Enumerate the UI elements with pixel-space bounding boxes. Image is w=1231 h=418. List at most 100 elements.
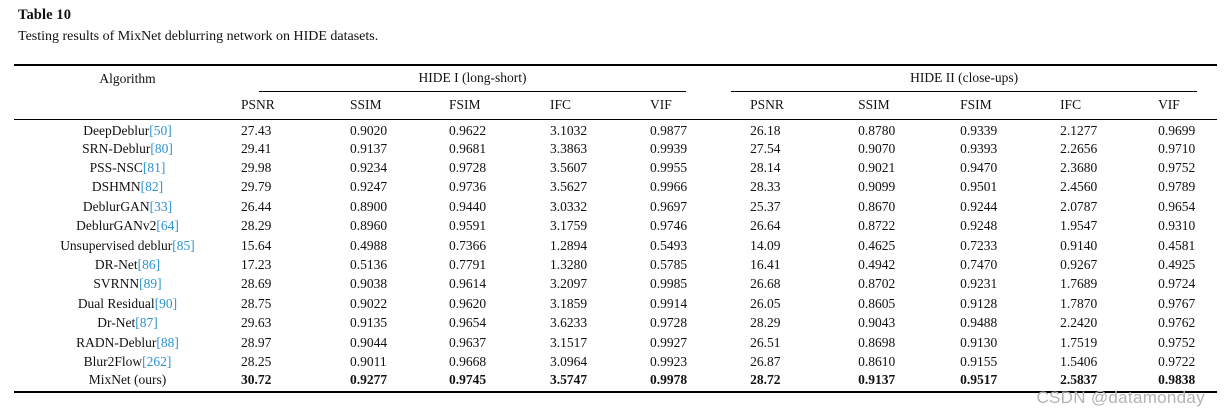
metric-value: 0.4942 xyxy=(858,257,896,273)
metric-value: 0.9746 xyxy=(650,218,688,234)
metric-value: 30.72 xyxy=(241,371,272,387)
table-row: Blur2Flow[262] 28.25 0.9011 0.9668 3.096… xyxy=(14,352,1217,371)
metric-header-row: PSNR SSIM FSIM IFC VIF PSNR SSIM FSIM IF… xyxy=(14,92,1217,120)
metric-value: 0.9011 xyxy=(350,353,387,369)
metric-value: 0.8702 xyxy=(858,276,896,292)
metric-value: 0.9591 xyxy=(449,218,487,234)
metric-value: 0.9128 xyxy=(960,295,998,311)
algorithm-name: SVRNN xyxy=(93,276,140,292)
metric-value: 3.0332 xyxy=(550,198,588,214)
metric-value: 0.5493 xyxy=(650,237,688,253)
citation-link[interactable]: [87] xyxy=(135,315,158,331)
metric-value: 0.9140 xyxy=(1060,237,1098,253)
citation-link[interactable]: [89] xyxy=(139,276,162,292)
metric-value: 0.9789 xyxy=(1158,179,1196,195)
table-row: Unsupervised deblur[85] 15.64 0.4988 0.7… xyxy=(14,236,1217,255)
table-row: Dual Residual[90] 28.75 0.9022 0.9620 3.… xyxy=(14,294,1217,313)
citation-link[interactable]: [50] xyxy=(149,123,172,138)
metric-value: 0.9699 xyxy=(1158,123,1196,138)
metric-value: 0.7791 xyxy=(449,257,487,273)
algorithm-name: DR-Net xyxy=(94,257,138,273)
metric-value: 0.4988 xyxy=(350,237,388,253)
algorithm-name: DeepDeblur xyxy=(83,123,150,138)
metric-value: 0.9914 xyxy=(650,295,688,311)
metric-value: 26.87 xyxy=(750,353,781,369)
metric-value: 26.64 xyxy=(750,218,781,234)
metric-value: 0.4925 xyxy=(1158,257,1196,273)
metric-value: 0.9877 xyxy=(650,123,688,138)
metric-value: 3.1759 xyxy=(550,218,588,234)
metric-value: 0.9248 xyxy=(960,218,998,234)
citation-link[interactable]: [85] xyxy=(172,237,195,253)
metric-value: 2.2656 xyxy=(1060,140,1098,156)
metric-value: 0.8900 xyxy=(350,198,388,214)
metric-value: 1.7870 xyxy=(1060,295,1098,311)
algorithm-name: DeblurGANv2 xyxy=(76,218,157,234)
table-title: Table 10 xyxy=(18,7,72,23)
table-caption: Testing results of MixNet deblurring net… xyxy=(18,29,379,44)
metric-value: 2.2420 xyxy=(1060,315,1098,331)
algorithm-name: PSS-NSC xyxy=(89,160,143,176)
results-table: Algorithm HIDE I (long-short) HIDE II (c… xyxy=(14,64,1218,393)
metric-value: 28.97 xyxy=(241,334,272,350)
citation-link[interactable]: [33] xyxy=(149,198,173,214)
metric-value: 0.9440 xyxy=(449,198,487,214)
metric-value: 0.9130 xyxy=(960,334,998,350)
algorithm-name: Blur2Flow xyxy=(83,353,143,369)
citation-link[interactable]: [64] xyxy=(156,218,179,234)
column-header-algorithm: Algorithm xyxy=(99,71,156,86)
citation-link[interactable]: [90] xyxy=(154,295,178,311)
metric-value: 0.4625 xyxy=(858,237,896,253)
citation-link[interactable]: [81] xyxy=(142,160,166,176)
metric-value: 26.51 xyxy=(750,334,781,350)
metric-value: 3.5627 xyxy=(550,179,588,195)
metric-value: 0.9038 xyxy=(350,276,388,292)
metric-value: 0.8960 xyxy=(350,218,388,234)
metric-value: 0.9637 xyxy=(449,334,487,350)
citation-link[interactable]: [262] xyxy=(142,353,172,369)
column-group-hide1-label: HIDE I (long-short) xyxy=(259,66,687,92)
column-header-ifc-hide2: IFC xyxy=(1060,97,1082,112)
metric-value: 26.44 xyxy=(241,198,272,214)
citation-link[interactable]: [80] xyxy=(150,140,173,156)
metric-value: 0.8605 xyxy=(858,295,896,311)
citation-link[interactable]: [88] xyxy=(156,334,179,350)
metric-value: 0.9736 xyxy=(449,179,487,195)
metric-value: 28.72 xyxy=(750,371,781,387)
metric-value: 26.05 xyxy=(750,295,781,311)
metric-value: 0.9728 xyxy=(449,160,487,176)
algorithm-cell: DeblurGANv2[64] xyxy=(14,217,241,236)
table-row: RADN-Deblur[88] 28.97 0.9044 0.9637 3.15… xyxy=(14,333,1217,352)
metric-value: 0.9070 xyxy=(858,140,896,156)
metric-value: 0.9247 xyxy=(350,179,388,195)
metric-value: 0.9620 xyxy=(449,295,487,311)
algorithm-name: SRN-Deblur xyxy=(82,140,151,156)
table-row: SRN-Deblur[80] 29.41 0.9137 0.9681 3.386… xyxy=(14,139,1217,158)
algorithm-name: DeblurGAN xyxy=(82,198,150,214)
metric-value: 0.9155 xyxy=(960,353,998,369)
table-row: PSS-NSC[81] 29.98 0.9234 0.9728 3.5607 0… xyxy=(14,158,1217,177)
column-header-vif-hide2: VIF xyxy=(1158,97,1180,112)
metric-value: 0.9339 xyxy=(960,123,998,138)
metric-value: 0.9724 xyxy=(1158,276,1196,292)
metric-value: 14.09 xyxy=(750,237,781,253)
metric-value: 0.8698 xyxy=(858,334,896,350)
table-row: SVRNN[89] 28.69 0.9038 0.9614 3.2097 0.9… xyxy=(14,275,1217,294)
algorithm-cell: DeepDeblur[50] xyxy=(14,120,241,140)
metric-value: 0.9022 xyxy=(350,295,388,311)
metric-value: 0.9244 xyxy=(960,198,998,214)
table-row: Dr-Net[87] 29.63 0.9135 0.9654 3.6233 0.… xyxy=(14,314,1217,333)
metric-value: 26.68 xyxy=(750,276,781,292)
column-header-ssim-hide1: SSIM xyxy=(350,97,382,112)
citation-link[interactable]: [82] xyxy=(140,179,164,195)
metric-value: 0.9470 xyxy=(960,160,998,176)
metric-value: 0.7233 xyxy=(960,237,998,253)
algorithm-cell: MixNet (ours) xyxy=(14,372,241,392)
metric-value: 1.7689 xyxy=(1060,276,1098,292)
metric-value: 0.9231 xyxy=(960,276,998,292)
column-header-ssim-hide2: SSIM xyxy=(858,97,890,112)
metric-value: 29.63 xyxy=(241,315,272,331)
metric-value: 0.5785 xyxy=(650,257,688,273)
metric-value: 0.8670 xyxy=(858,198,896,214)
citation-link[interactable]: [86] xyxy=(137,257,161,273)
